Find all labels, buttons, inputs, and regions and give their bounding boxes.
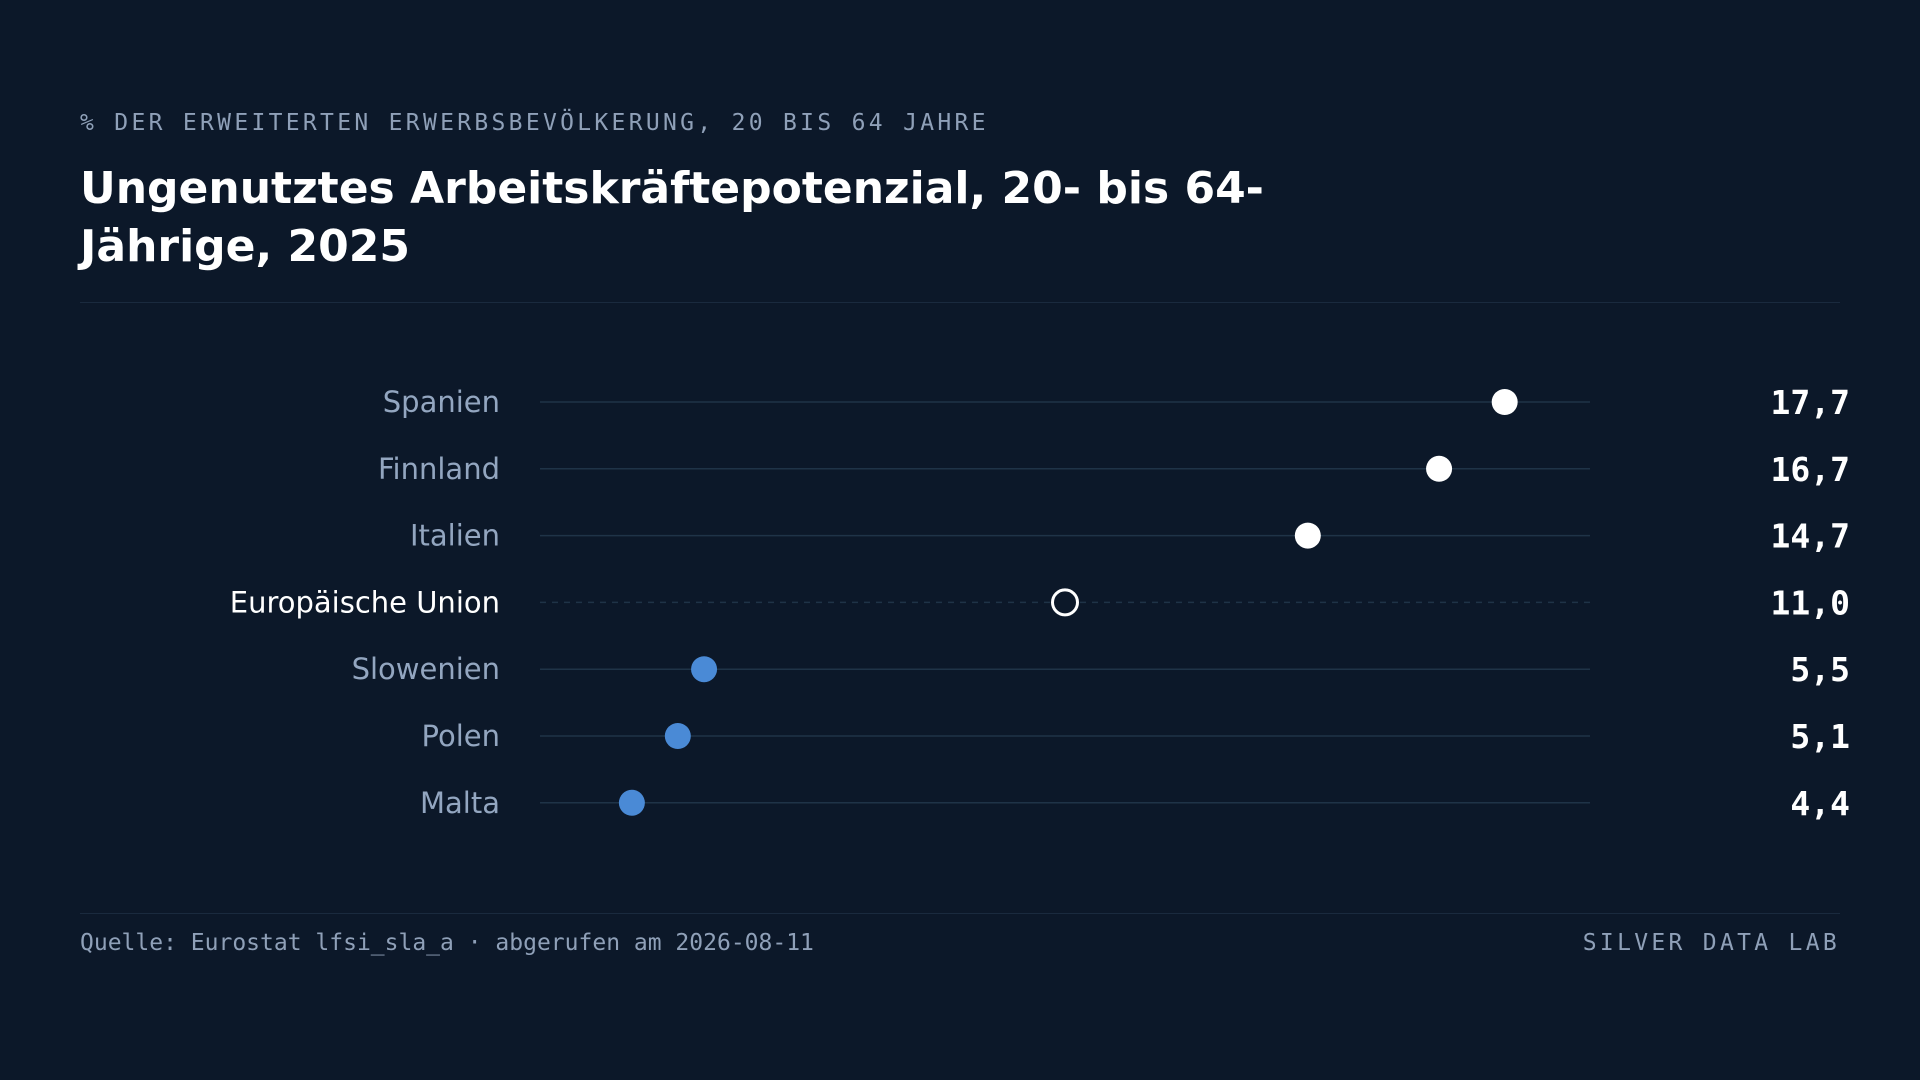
category-label: Slowenien	[352, 652, 500, 686]
chart-eyebrow: % DER ERWEITERTEN ERWERBSBEVÖLKERUNG, 20…	[80, 110, 989, 136]
chart-row: Europäische Union 11,0	[230, 583, 1850, 622]
category-label: Polen	[422, 719, 500, 753]
category-label: Spanien	[383, 385, 500, 419]
footer-divider	[80, 913, 1840, 914]
category-label: Italien	[410, 519, 500, 553]
header-divider	[80, 302, 1840, 303]
value-label: 5,1	[1790, 717, 1850, 756]
data-point	[1491, 389, 1518, 415]
value-label: 4,4	[1790, 784, 1850, 823]
reference-dot	[1051, 588, 1079, 617]
source-note: Quelle: Eurostat lfsi_sla_a · abgerufen …	[80, 930, 814, 956]
chart-title: Ungenutztes Arbeitskräftepotenzial, 20- …	[80, 163, 1264, 272]
value-label: 16,7	[1771, 450, 1850, 489]
data-point	[664, 723, 691, 749]
chart-row: Polen 5,1	[422, 717, 1850, 756]
category-label: Malta	[420, 786, 500, 820]
data-point	[1426, 455, 1453, 482]
category-label: Europäische Union	[230, 585, 500, 619]
chart-row: Slowenien 5,5	[352, 650, 1850, 689]
chart-row: Finnland 16,7	[378, 450, 1850, 489]
value-label: 5,5	[1790, 650, 1850, 689]
chart-row: Malta 4,4	[420, 784, 1850, 823]
value-label: 11,0	[1771, 583, 1850, 622]
data-point	[691, 656, 718, 683]
brand-label: SILVER DATA LAB	[1582, 930, 1840, 956]
data-point	[1294, 522, 1321, 549]
value-label: 17,7	[1771, 383, 1850, 422]
chart-row: Italien 14,7	[410, 517, 1850, 556]
chart-row: Spanien 17,7	[383, 383, 1850, 422]
category-label: Finnland	[378, 452, 500, 486]
value-label: 14,7	[1771, 517, 1850, 556]
data-point	[618, 789, 645, 816]
